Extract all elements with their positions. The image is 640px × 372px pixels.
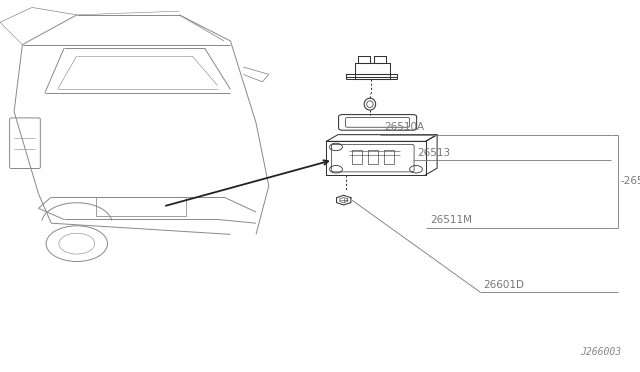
Text: J266003: J266003 bbox=[580, 347, 621, 357]
Text: 26510A: 26510A bbox=[384, 122, 424, 132]
Bar bbox=[96, 197, 186, 216]
Text: 26601D: 26601D bbox=[483, 280, 524, 290]
Text: 26513: 26513 bbox=[417, 148, 451, 158]
Text: -26510N: -26510N bbox=[621, 176, 640, 186]
Text: 26511M: 26511M bbox=[430, 215, 472, 225]
